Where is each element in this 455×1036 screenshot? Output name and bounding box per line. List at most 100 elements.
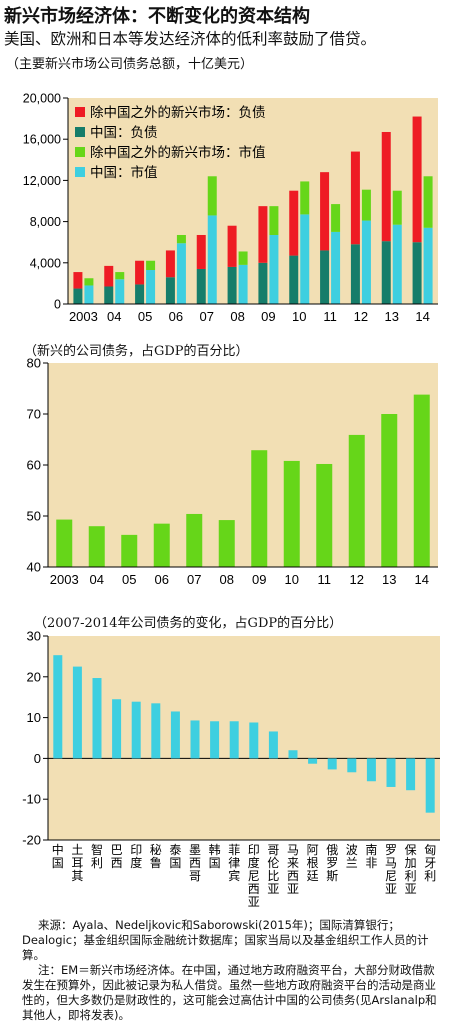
bar <box>186 513 203 567</box>
x-tick-label-char: 俄 <box>326 843 338 857</box>
x-tick-label-char: 亚 <box>405 882 417 896</box>
bar-segment <box>258 262 268 304</box>
y-tick-label: 80 <box>27 356 41 371</box>
y-tick-label: 12,000 <box>23 174 61 188</box>
x-tick-label: 13 <box>382 572 396 587</box>
bar-segment <box>300 181 310 215</box>
x-tick-label-group: 阿根廷 <box>307 843 319 883</box>
bar-segment <box>165 277 175 304</box>
y-tick-label: 16,000 <box>23 133 61 147</box>
bar-segment <box>73 288 83 304</box>
bar <box>170 711 180 759</box>
bar <box>210 721 220 759</box>
bar <box>229 721 239 759</box>
y-tick-label: 8,000 <box>30 215 61 229</box>
bar-segment <box>84 285 94 304</box>
bar <box>190 720 200 759</box>
bar <box>121 534 138 567</box>
x-tick-label-group: 土耳其 <box>71 843 83 883</box>
bar-segment <box>381 241 391 304</box>
x-tick-label: 09 <box>261 309 275 324</box>
bar-segment <box>238 251 248 265</box>
bar-segment <box>196 268 206 304</box>
bar-segment <box>165 250 175 278</box>
x-tick-label: 06 <box>169 309 183 324</box>
x-tick-label-char: 根 <box>307 856 319 870</box>
x-tick-label: 13 <box>385 309 399 324</box>
x-tick-label-char: 墨 <box>189 843 201 857</box>
footer-notes: 来源：Ayala、Nedeljkovic和Saborowski(2015年)；国… <box>22 918 442 1023</box>
bar-segment <box>300 214 310 304</box>
y-tick-label: 50 <box>27 509 41 524</box>
x-tick-label: 12 <box>354 309 368 324</box>
bar-segment <box>207 215 217 304</box>
y-tick-label: 4,000 <box>30 256 61 270</box>
bar <box>347 758 357 773</box>
bar <box>249 722 259 759</box>
bar <box>386 758 396 787</box>
legend-swatch <box>75 107 85 117</box>
bar <box>88 526 105 567</box>
bar <box>251 450 268 567</box>
y-tick-label: 60 <box>27 458 41 473</box>
bar-segment <box>207 176 217 216</box>
bar-segment <box>320 172 330 251</box>
x-tick-label: 10 <box>285 572 299 587</box>
x-tick-label: 08 <box>230 309 244 324</box>
bar-segment <box>289 255 299 304</box>
x-tick-label: 2003 <box>50 572 79 587</box>
bar <box>406 758 416 791</box>
x-tick-label-char: 秘 <box>150 843 162 857</box>
bar-segment <box>412 242 422 304</box>
bar-segment <box>423 176 433 228</box>
x-tick-label: 2003 <box>69 309 98 324</box>
y-tick-label: 0 <box>34 751 41 766</box>
bar-segment <box>227 266 237 304</box>
x-tick-label-char: 中 <box>52 842 64 857</box>
legend-label: 中国：市值 <box>90 164 158 180</box>
bar <box>316 463 333 567</box>
bar <box>288 750 298 759</box>
x-tick-label-char: 马 <box>287 843 299 857</box>
bar <box>131 701 141 759</box>
x-tick-label-char: 鲁 <box>150 856 162 870</box>
x-tick-label: 12 <box>350 572 364 587</box>
bar-segment <box>392 224 402 304</box>
x-tick-label-group: 菲律宾 <box>228 843 240 883</box>
y-tick-label: 10 <box>27 710 41 725</box>
bar-segment <box>135 284 145 304</box>
x-tick-label-char: 比 <box>267 869 279 883</box>
x-tick-label-char: 亚 <box>385 882 397 896</box>
bar-segment <box>104 286 114 304</box>
bar-segment <box>238 264 248 304</box>
x-tick-label-char: 匈 <box>424 843 436 857</box>
y-tick-label: 20 <box>27 669 41 684</box>
explanatory-note: 注：EM＝新兴市场经济体。在中国，通过地方政府融资平台，大部分财政借款发生在预算… <box>22 963 437 1022</box>
x-tick-label-char: 加 <box>405 856 417 870</box>
legend-label: 除中国之外的新兴市场：负债 <box>90 104 266 120</box>
bar-segment <box>135 260 145 285</box>
bar <box>218 520 235 567</box>
y-tick-label: 20,000 <box>23 92 61 106</box>
x-tick-label-group: 印度 <box>130 843 142 870</box>
bar-segment <box>412 116 422 243</box>
bar-segment <box>258 206 268 263</box>
x-tick-label: 11 <box>323 309 337 324</box>
legend-swatch <box>75 127 85 137</box>
bar-segment <box>146 260 156 271</box>
x-tick-label-char: 哥 <box>189 869 201 883</box>
x-tick-label-char: 泰 <box>169 843 181 857</box>
x-tick-label-char: 非 <box>365 856 377 870</box>
x-tick-label-char: 利 <box>91 856 103 870</box>
x-tick-label-group: 墨西哥 <box>189 843 201 883</box>
x-tick-label: 05 <box>122 572 136 587</box>
y-tick-label: 40 <box>27 560 41 575</box>
bar-segment <box>73 272 83 289</box>
x-tick-label-char: 国 <box>52 856 64 870</box>
x-tick-label-group: 韩国 <box>209 842 221 870</box>
x-tick-label: 07 <box>200 309 214 324</box>
chart3-title: （2007-2014年公司债务的变化，占GDP的百分比） <box>34 616 343 631</box>
bar <box>327 758 337 770</box>
